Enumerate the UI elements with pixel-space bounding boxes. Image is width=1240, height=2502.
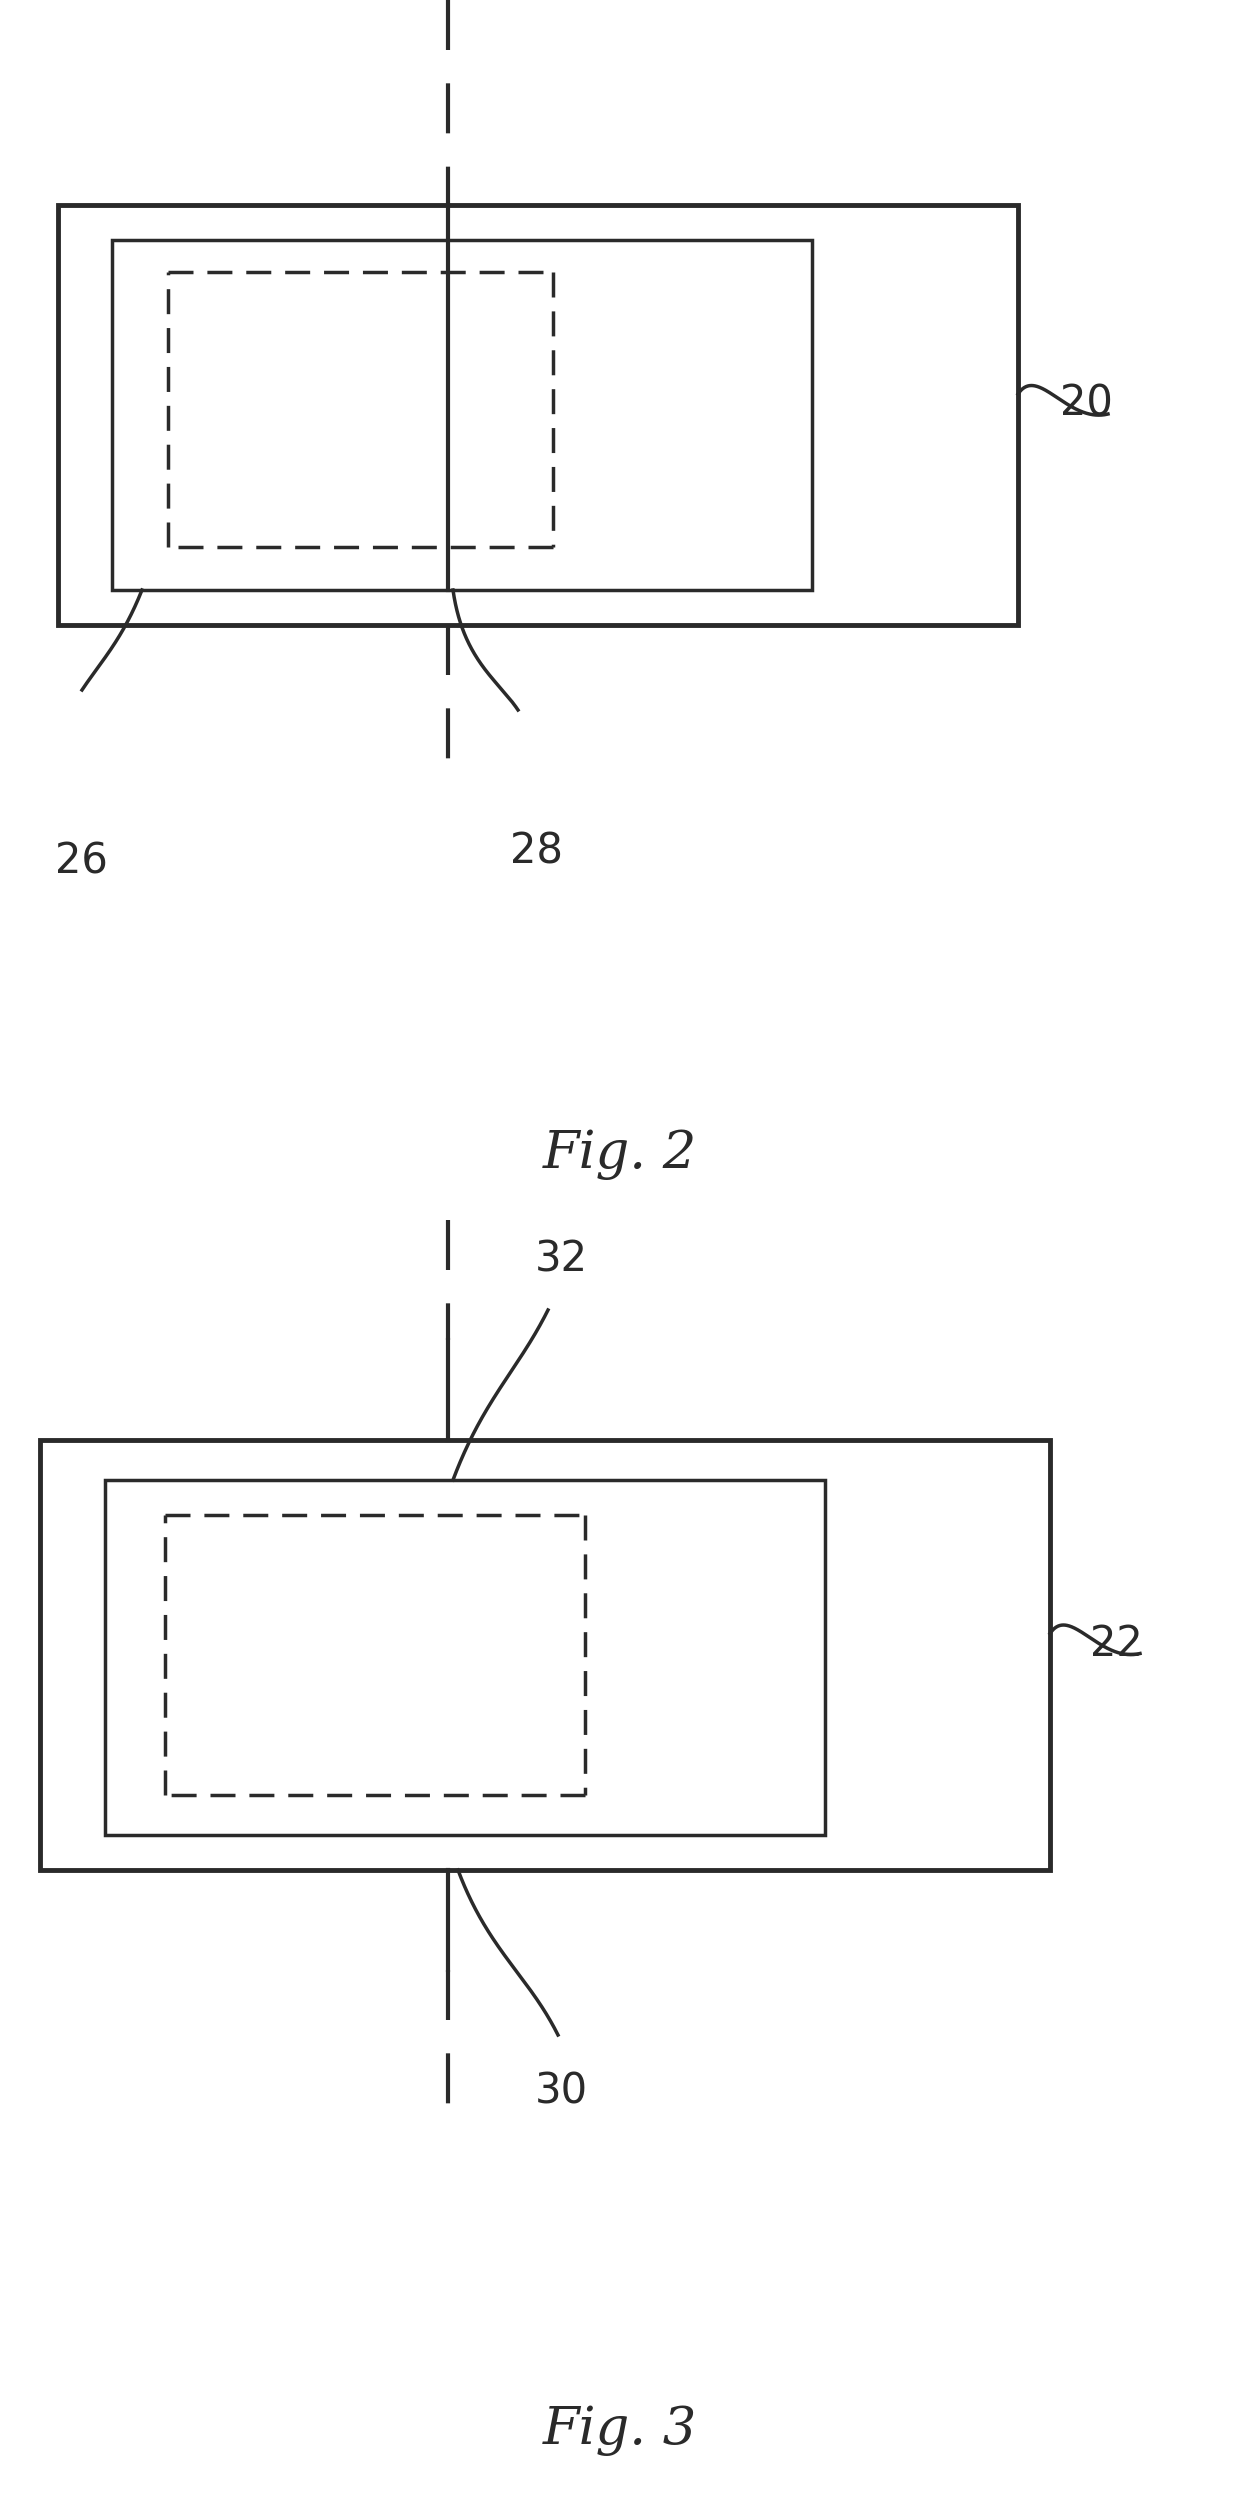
Text: 30: 30 [534, 2069, 588, 2112]
Text: Fig. 2: Fig. 2 [543, 1128, 697, 1181]
Text: 26: 26 [55, 841, 108, 883]
Text: 32: 32 [534, 1238, 588, 1281]
Text: 28: 28 [510, 831, 563, 873]
Text: Fig. 3: Fig. 3 [543, 2404, 697, 2454]
Bar [40, 1441, 1050, 1869]
Text: 20: 20 [1060, 383, 1112, 425]
Bar [58, 205, 1018, 626]
Text: 22: 22 [1090, 1621, 1143, 1664]
Bar [105, 1481, 825, 1834]
Bar [112, 240, 812, 590]
